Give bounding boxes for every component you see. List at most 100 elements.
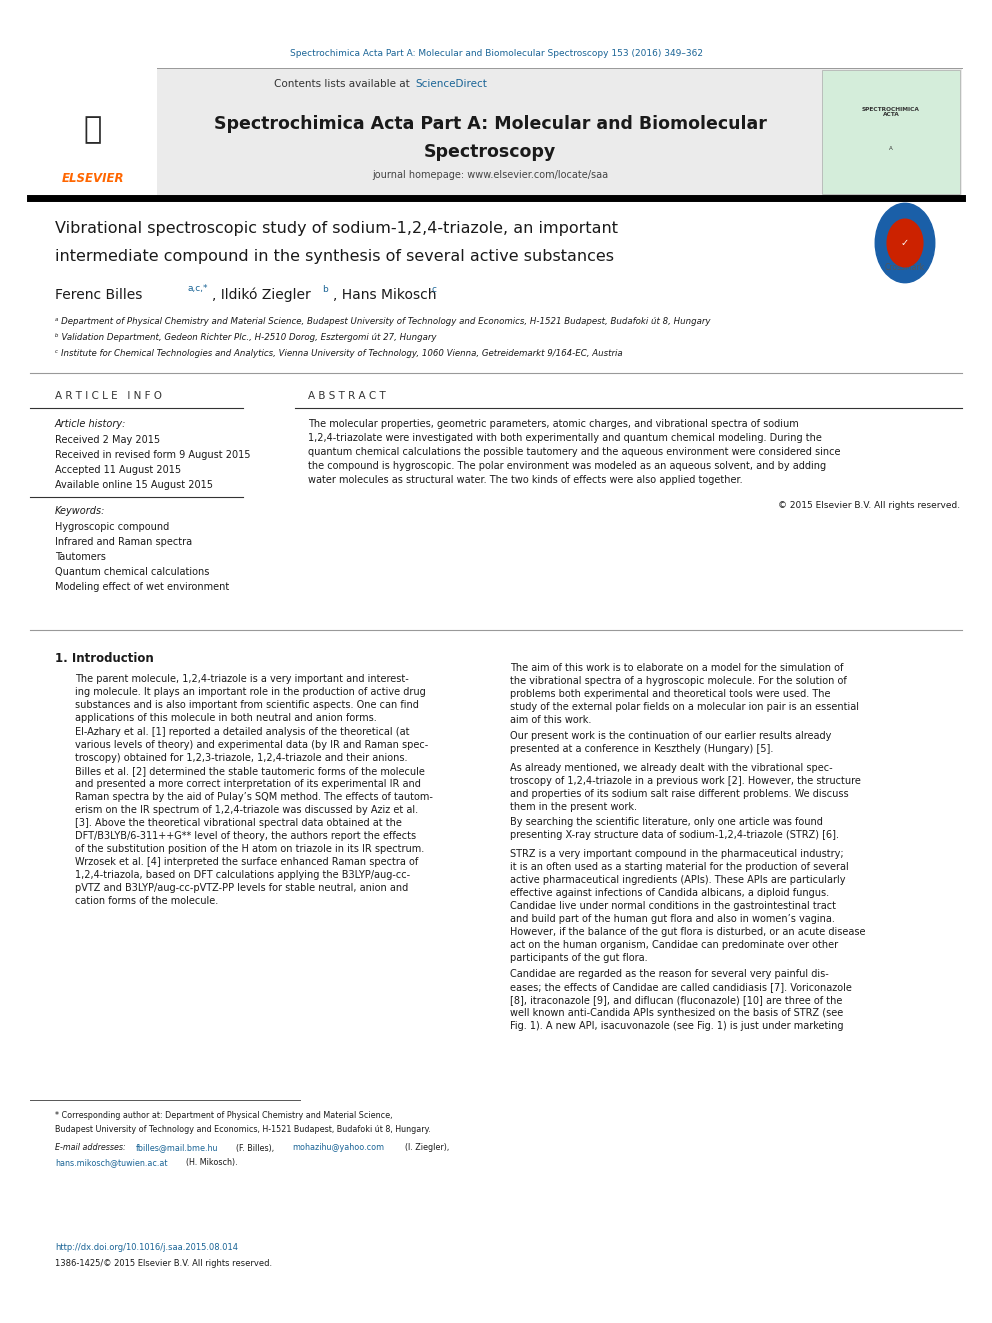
Text: fbilles@mail.bme.hu: fbilles@mail.bme.hu: [136, 1143, 218, 1152]
Text: However, if the balance of the gut flora is disturbed, or an acute disease: However, if the balance of the gut flora…: [510, 927, 865, 937]
Text: [3]. Above the theoretical vibrational spectral data obtained at the: [3]. Above the theoretical vibrational s…: [75, 818, 402, 828]
Text: Quantum chemical calculations: Quantum chemical calculations: [55, 568, 209, 577]
Text: aim of this work.: aim of this work.: [510, 714, 591, 725]
Text: The aim of this work is to elaborate on a model for the simulation of: The aim of this work is to elaborate on …: [510, 663, 843, 673]
Text: Accepted 11 August 2015: Accepted 11 August 2015: [55, 464, 182, 475]
Bar: [822, 70, 960, 194]
Text: ✓: ✓: [901, 238, 909, 247]
Text: quantum chemical calculations the possible tautomery and the aqueous environment: quantum chemical calculations the possib…: [308, 447, 840, 456]
Text: * Corresponding author at: Department of Physical Chemistry and Material Science: * Corresponding author at: Department of…: [55, 1111, 393, 1121]
Text: mohazihu@yahoo.com: mohazihu@yahoo.com: [292, 1143, 384, 1152]
Bar: [30, 67, 962, 196]
Text: and presented a more correct interpretation of its experimental IR and: and presented a more correct interpretat…: [75, 779, 421, 789]
Text: substances and is also important from scientific aspects. One can find: substances and is also important from sc…: [75, 700, 419, 710]
Text: ᶜ Institute for Chemical Technologies and Analytics, Vienna University of Techno: ᶜ Institute for Chemical Technologies an…: [55, 349, 623, 359]
Text: Billes et al. [2] determined the stable tautomeric forms of the molecule: Billes et al. [2] determined the stable …: [75, 766, 425, 777]
Text: various levels of theory) and experimental data (by IR and Raman spec-: various levels of theory) and experiment…: [75, 740, 429, 750]
Text: © 2015 Elsevier B.V. All rights reserved.: © 2015 Elsevier B.V. All rights reserved…: [778, 501, 960, 511]
Text: SPECTROCHIMICA
ACTA: SPECTROCHIMICA ACTA: [862, 107, 920, 118]
Text: Spectrochimica Acta Part A: Molecular and Biomolecular: Spectrochimica Acta Part A: Molecular an…: [213, 115, 767, 134]
Text: (I. Ziegler),: (I. Ziegler),: [405, 1143, 449, 1152]
Text: ᵃ Department of Physical Chemistry and Material Science, Budapest University of : ᵃ Department of Physical Chemistry and M…: [55, 318, 710, 327]
Text: , Hans Mikosch: , Hans Mikosch: [333, 288, 440, 302]
Text: Spectrochimica Acta Part A: Molecular and Biomolecular Spectroscopy 153 (2016) 3: Spectrochimica Acta Part A: Molecular an…: [290, 49, 702, 58]
Text: The molecular properties, geometric parameters, atomic charges, and vibrational : The molecular properties, geometric para…: [308, 419, 799, 429]
Circle shape: [875, 204, 934, 283]
Text: As already mentioned, we already dealt with the vibrational spec-: As already mentioned, we already dealt w…: [510, 763, 832, 773]
Text: Article history:: Article history:: [55, 419, 126, 429]
Text: them in the present work.: them in the present work.: [510, 802, 637, 812]
Text: pVTZ and B3LYP/aug-cc-pVTZ-PP levels for stable neutral, anion and: pVTZ and B3LYP/aug-cc-pVTZ-PP levels for…: [75, 882, 409, 893]
Text: Hygroscopic compound: Hygroscopic compound: [55, 523, 170, 532]
Text: ᵇ Validation Department, Gedeon Richter Plc., H-2510 Dorog, Esztergomi út 27, Hu: ᵇ Validation Department, Gedeon Richter …: [55, 333, 436, 343]
Text: hans.mikosch@tuwien.ac.at: hans.mikosch@tuwien.ac.at: [55, 1159, 168, 1167]
Text: Candidae are regarded as the reason for several very painful dis-: Candidae are regarded as the reason for …: [510, 968, 828, 979]
Text: active pharmaceutical ingredients (APIs). These APIs are particularly: active pharmaceutical ingredients (APIs)…: [510, 875, 845, 885]
Text: Keywords:: Keywords:: [55, 505, 105, 516]
Text: ELSEVIER: ELSEVIER: [62, 172, 124, 184]
Text: well known anti-Candida APIs synthesized on the basis of STRZ (see: well known anti-Candida APIs synthesized…: [510, 1008, 843, 1017]
Text: Modeling effect of wet environment: Modeling effect of wet environment: [55, 582, 229, 591]
Text: http://dx.doi.org/10.1016/j.saa.2015.08.014: http://dx.doi.org/10.1016/j.saa.2015.08.…: [55, 1244, 238, 1253]
Text: act on the human organism, Candidae can predominate over other: act on the human organism, Candidae can …: [510, 941, 838, 950]
Text: A B S T R A C T: A B S T R A C T: [308, 392, 386, 401]
Text: 1,2,4-triazolate were investigated with both experimentally and quantum chemical: 1,2,4-triazolate were investigated with …: [308, 433, 822, 443]
Text: Tautomers: Tautomers: [55, 552, 106, 562]
Text: A: A: [889, 146, 893, 151]
Text: problems both experimental and theoretical tools were used. The: problems both experimental and theoretic…: [510, 689, 830, 699]
Text: El-Azhary et al. [1] reported a detailed analysis of the theoretical (at: El-Azhary et al. [1] reported a detailed…: [75, 728, 410, 737]
Text: participants of the gut flora.: participants of the gut flora.: [510, 953, 648, 963]
Text: Budapest University of Technology and Economics, H-1521 Budapest, Budafoki út 8,: Budapest University of Technology and Ec…: [55, 1126, 431, 1135]
Text: Infrared and Raman spectra: Infrared and Raman spectra: [55, 537, 192, 546]
Text: it is an often used as a starting material for the production of several: it is an often used as a starting materi…: [510, 863, 849, 872]
Text: (H. Mikosch).: (H. Mikosch).: [186, 1159, 238, 1167]
Text: 🌲: 🌲: [84, 115, 102, 144]
Text: Candidae live under normal conditions in the gastrointestinal tract: Candidae live under normal conditions in…: [510, 901, 836, 912]
Text: 1,2,4-triazola, based on DFT calculations applying the B3LYP/aug-cc-: 1,2,4-triazola, based on DFT calculation…: [75, 871, 410, 880]
Text: [8], itraconazole [9], and diflucan (fluconazole) [10] are three of the: [8], itraconazole [9], and diflucan (flu…: [510, 995, 842, 1005]
Text: journal homepage: www.elsevier.com/locate/saa: journal homepage: www.elsevier.com/locat…: [372, 169, 608, 180]
Text: A R T I C L E   I N F O: A R T I C L E I N F O: [55, 392, 162, 401]
Text: ScienceDirect: ScienceDirect: [415, 79, 487, 89]
Text: Contents lists available at: Contents lists available at: [274, 79, 413, 89]
Text: a,c,*: a,c,*: [187, 284, 207, 294]
Text: Received 2 May 2015: Received 2 May 2015: [55, 435, 160, 445]
Text: and properties of its sodium salt raise different problems. We discuss: and properties of its sodium salt raise …: [510, 789, 848, 799]
Text: Spectroscopy: Spectroscopy: [424, 143, 557, 161]
Bar: [30, 67, 157, 196]
Text: of the substitution position of the H atom on triazole in its IR spectrum.: of the substitution position of the H at…: [75, 844, 425, 855]
Text: water molecules as structural water. The two kinds of effects were also applied : water molecules as structural water. The…: [308, 475, 743, 486]
Text: Available online 15 August 2015: Available online 15 August 2015: [55, 480, 213, 490]
Text: CrossMark: CrossMark: [885, 263, 926, 273]
Text: 1386-1425/© 2015 Elsevier B.V. All rights reserved.: 1386-1425/© 2015 Elsevier B.V. All right…: [55, 1258, 272, 1267]
Text: Our present work is the continuation of our earlier results already: Our present work is the continuation of …: [510, 732, 831, 741]
Text: Received in revised form 9 August 2015: Received in revised form 9 August 2015: [55, 450, 251, 460]
Text: (F. Billes),: (F. Billes),: [236, 1143, 274, 1152]
Text: E-mail addresses:: E-mail addresses:: [55, 1143, 126, 1152]
Bar: [38, 78, 110, 180]
Text: b: b: [322, 284, 327, 294]
Text: Vibrational spectroscopic study of sodium-1,2,4-triazole, an important: Vibrational spectroscopic study of sodiu…: [55, 221, 618, 237]
Text: The parent molecule, 1,2,4-triazole is a very important and interest-: The parent molecule, 1,2,4-triazole is a…: [75, 673, 409, 684]
Text: the compound is hygroscopic. The polar environment was modeled as an aqueous sol: the compound is hygroscopic. The polar e…: [308, 460, 826, 471]
Text: cation forms of the molecule.: cation forms of the molecule.: [75, 896, 218, 906]
Text: DFT/B3LYB/6-311++G** level of theory, the authors report the effects: DFT/B3LYB/6-311++G** level of theory, th…: [75, 831, 416, 841]
Text: presenting X-ray structure data of sodium-1,2,4-triazole (STRZ) [6].: presenting X-ray structure data of sodiu…: [510, 830, 839, 840]
Text: Fig. 1). A new API, isacuvonazole (see Fig. 1) is just under marketing: Fig. 1). A new API, isacuvonazole (see F…: [510, 1021, 843, 1031]
Text: 1. Introduction: 1. Introduction: [55, 651, 154, 664]
Text: STRZ is a very important compound in the pharmaceutical industry;: STRZ is a very important compound in the…: [510, 849, 843, 859]
Text: eases; the effects of Candidae are called candidiasis [7]. Voriconazole: eases; the effects of Candidae are calle…: [510, 982, 852, 992]
Text: By searching the scientific literature, only one article was found: By searching the scientific literature, …: [510, 818, 823, 827]
Text: troscopy of 1,2,4-triazole in a previous work [2]. However, the structure: troscopy of 1,2,4-triazole in a previous…: [510, 777, 861, 786]
Circle shape: [887, 220, 923, 267]
Text: , Ildikó Ziegler: , Ildikó Ziegler: [212, 287, 315, 302]
Text: troscopy) obtained for 1,2,3-triazole, 1,2,4-triazole and their anions.: troscopy) obtained for 1,2,3-triazole, 1…: [75, 753, 408, 763]
Text: Wrzosek et al. [4] interpreted the surface enhanced Raman spectra of: Wrzosek et al. [4] interpreted the surfa…: [75, 857, 419, 867]
Text: ing molecule. It plays an important role in the production of active drug: ing molecule. It plays an important role…: [75, 687, 426, 697]
Text: and build part of the human gut flora and also in women’s vagina.: and build part of the human gut flora an…: [510, 914, 835, 923]
Text: applications of this molecule in both neutral and anion forms.: applications of this molecule in both ne…: [75, 713, 377, 722]
Text: c: c: [432, 284, 437, 294]
Text: study of the external polar fields on a molecular ion pair is an essential: study of the external polar fields on a …: [510, 703, 859, 712]
Text: Raman spectra by the aid of Pulay’s SQM method. The effects of tautom-: Raman spectra by the aid of Pulay’s SQM …: [75, 792, 433, 802]
Text: the vibrational spectra of a hygroscopic molecule. For the solution of: the vibrational spectra of a hygroscopic…: [510, 676, 847, 687]
